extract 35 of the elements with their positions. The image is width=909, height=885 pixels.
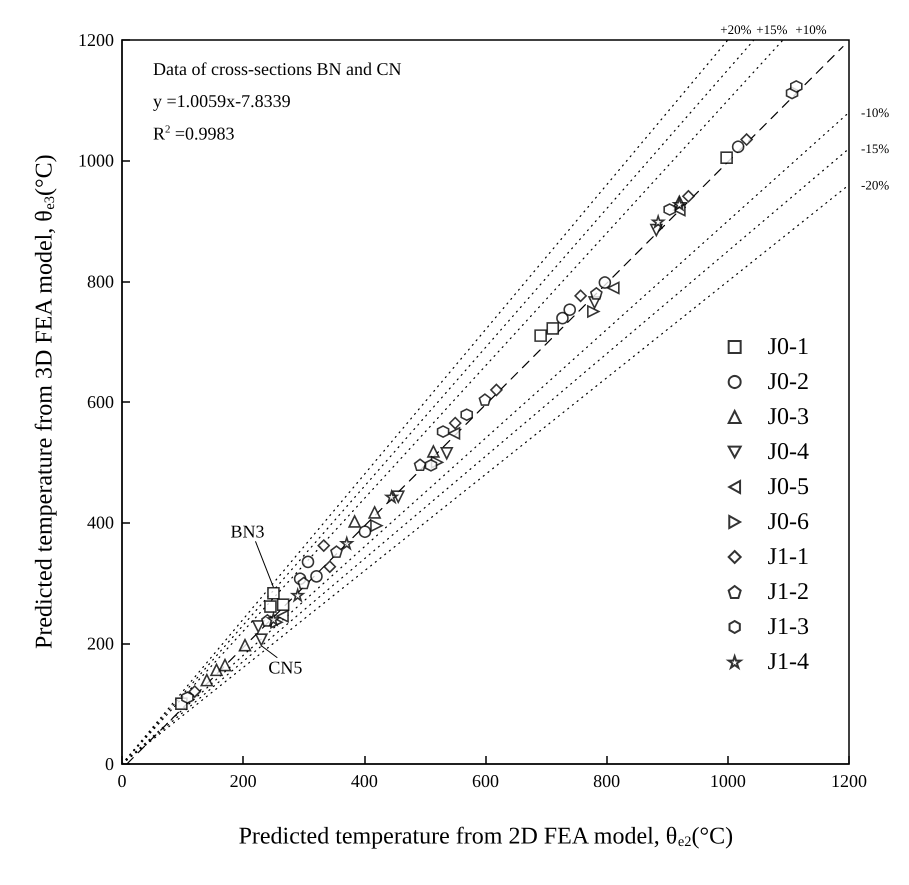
series-label: -10% bbox=[861, 104, 890, 120]
series-label: -20% bbox=[861, 177, 890, 192]
x-tick-label: 600 bbox=[472, 771, 499, 791]
series-label: +20% bbox=[720, 22, 752, 37]
y-tick-label: 0 bbox=[105, 754, 114, 774]
annotation: y =1.0059x-7.8339 bbox=[153, 91, 291, 111]
series-label: +10% bbox=[795, 22, 827, 37]
series-label: +15% bbox=[756, 22, 788, 37]
y-tick-label: 600 bbox=[87, 392, 114, 412]
x-tick-label: 400 bbox=[350, 771, 378, 791]
y-tick-label: 400 bbox=[87, 512, 114, 533]
annotation: Data of cross-sections BN and CN bbox=[153, 59, 402, 79]
legend-label: J0-2 bbox=[768, 369, 810, 395]
x-tick-label: 0 bbox=[118, 771, 126, 791]
annotation: CN5 bbox=[268, 658, 302, 678]
x-tick-label: 200 bbox=[230, 771, 257, 791]
y-axis-title: Predicted temperature from 3D FEA model, θe3(°C) bbox=[32, 154, 58, 649]
legend-label: J1-3 bbox=[768, 614, 810, 640]
legend-label: J0-4 bbox=[768, 439, 810, 465]
legend-label: J1-1 bbox=[768, 544, 810, 570]
x-tick-label: 1200 bbox=[831, 771, 867, 791]
x-tick-label: 800 bbox=[593, 771, 620, 791]
annotation: BN3 bbox=[230, 521, 264, 542]
legend-label: J1-2 bbox=[768, 579, 810, 605]
legend-label: J0-1 bbox=[768, 334, 810, 360]
series-label: -15% bbox=[861, 141, 890, 156]
legend-label: J0-5 bbox=[768, 474, 810, 500]
y-tick-label: 200 bbox=[87, 633, 114, 654]
y-tick-label: 1000 bbox=[78, 150, 114, 171]
legend-label: J0-3 bbox=[768, 404, 810, 430]
y-tick-label: 1200 bbox=[78, 30, 114, 50]
legend-label: J1-4 bbox=[768, 649, 810, 675]
y-tick-label: 800 bbox=[87, 271, 114, 292]
x-tick-label: 1000 bbox=[710, 771, 746, 791]
legend-label: J0-6 bbox=[768, 509, 810, 535]
